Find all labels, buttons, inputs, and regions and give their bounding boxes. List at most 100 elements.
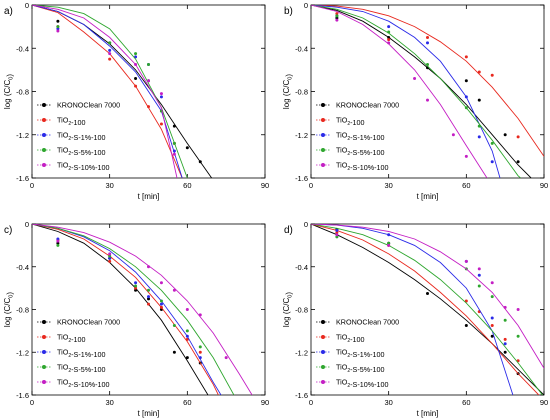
data-point-tio2-s-10-100	[147, 265, 150, 269]
data-point-tio2-s-10-100	[451, 133, 455, 137]
text-span: -S-1%-100	[71, 350, 105, 359]
data-point-tio2-s-1-100	[426, 41, 429, 45]
y-tick-label: -1.2	[295, 131, 308, 140]
fit-curve-tio2-100	[311, 5, 544, 157]
y-axis-label-group: log (C/C0)	[3, 292, 14, 327]
data-point-tio2-s-10-100	[159, 281, 163, 285]
fit-curve-tio2-s-1-100	[311, 5, 501, 178]
legend-marker	[321, 103, 325, 107]
text-span: TiO	[336, 363, 348, 372]
y-tick-label: -1.2	[16, 131, 29, 140]
x-tick-label: 60	[183, 181, 191, 190]
legend-entry: KRONOClean 7000	[57, 318, 120, 327]
data-point-kronoclean-7000	[172, 350, 176, 354]
text-span: TiO	[336, 116, 348, 125]
subscript-span: 0	[287, 77, 293, 80]
data-point-tio2-100	[503, 337, 507, 341]
y-tick-label: -0.4	[295, 263, 308, 272]
data-point-tio2-s-5-100	[172, 324, 176, 328]
text-span: -100	[350, 335, 364, 344]
data-point-kronoclean-7000	[516, 160, 520, 164]
panel-label: b)	[284, 6, 293, 17]
data-point-tio2-s-1-100	[477, 135, 481, 139]
chart-panel-c: c)0-0.4-0.8-1.2-1.60 30 60 90t [min]log (C/…	[3, 220, 269, 418]
data-point-tio2-s-10-100	[335, 18, 339, 22]
data-point-tio2-100	[159, 305, 163, 309]
data-point-tio2-s-5-100	[387, 241, 391, 245]
data-point-tio2-100	[185, 337, 189, 341]
y-tick-label: 0	[25, 1, 29, 10]
data-point-tio2-s-10-100	[516, 308, 520, 311]
data-point-tio2-100	[490, 324, 494, 328]
data-point-tio2-s-5-100	[516, 334, 520, 338]
x-tick-label: 0	[309, 181, 313, 190]
data-point-tio2-s-10-100	[335, 233, 339, 237]
text-span: -100	[71, 335, 85, 344]
legend: KRONOClean 7000TiO2-100TiO2-S-1%-100TiO2…	[37, 318, 120, 389]
data-point-tio2-s-5-100	[387, 30, 391, 34]
data-point-kronoclean-7000	[147, 297, 150, 301]
y-axis-label: log (C/C0)	[282, 74, 293, 109]
subscript-span: 2	[68, 151, 71, 157]
data-point-tio2-100	[426, 35, 429, 39]
legend-entry: TiO2-100	[336, 333, 365, 344]
data-point-tio2-s-1-100	[108, 256, 112, 260]
legend-marker	[321, 133, 325, 137]
legend-entry: TiO2-S-10%-100	[336, 161, 388, 172]
panel-label: d)	[284, 225, 293, 236]
y-axis-label-group: log (C/C0)	[282, 74, 293, 109]
y-tick-label: -0.4	[16, 263, 29, 272]
fit-curve-tio2-s-1-100	[32, 5, 183, 178]
data-point-tio2-s-5-100	[426, 62, 429, 66]
data-point-tio2-100	[147, 302, 150, 306]
legend-entry: KRONOClean 7000	[57, 101, 120, 110]
text-span: KRONOClean 7000	[336, 101, 399, 110]
legend: KRONOClean 7000TiO2-100TiO2-S-1%-100TiO2…	[316, 318, 399, 389]
legend-entry: TiO2-S-5%-100	[57, 146, 105, 157]
subscript-span: 2	[347, 121, 350, 127]
data-point-kronoclean-7000	[503, 133, 507, 137]
data-point-tio2-s-5-100	[477, 124, 481, 128]
data-point-tio2-s-1-100	[477, 273, 481, 277]
data-point-kronoclean-7000	[134, 288, 138, 292]
subscript-span: 2	[347, 383, 350, 389]
subscript-span: 2	[347, 151, 350, 157]
y-axis-label: log (C/C0)	[3, 74, 14, 109]
legend-marker	[321, 163, 325, 167]
data-point-tio2-s-5-100	[172, 141, 176, 145]
legend-marker	[42, 148, 46, 152]
data-point-kronoclean-7000	[490, 334, 494, 338]
text-span: -S-5%-100	[350, 148, 384, 157]
x-tick-label: 60	[462, 398, 470, 407]
text-span: KRONOClean 7000	[57, 318, 120, 327]
subscript-span: 2	[68, 121, 71, 127]
y-tick-label: -1.6	[295, 391, 308, 400]
fit-curve-tio2-s-10-100	[311, 5, 488, 178]
y-axis-label: log (C/C0)	[3, 292, 14, 327]
data-point-kronoclean-7000	[134, 77, 138, 81]
legend-entry: TiO2-S-1%-100	[336, 348, 384, 359]
fit-curve-tio2-s-5-100	[311, 224, 543, 395]
data-point-tio2-s-1-100	[159, 95, 163, 99]
y-tick-label: -0.8	[295, 88, 308, 97]
subscript-span: 2	[68, 136, 71, 142]
data-point-tio2-s-1-100	[490, 316, 494, 320]
subscript-span: 2	[68, 338, 71, 344]
x-tick-label: 60	[462, 181, 470, 190]
data-point-tio2-s-10-100	[185, 308, 189, 311]
data-point-tio2-s-10-100	[198, 313, 202, 317]
data-point-kronoclean-7000	[56, 241, 60, 245]
text-span: -S-5%-100	[71, 148, 105, 157]
data-point-tio2-100	[108, 57, 112, 61]
legend-marker	[321, 380, 325, 384]
x-tick-label: 0	[309, 398, 313, 407]
data-point-tio2-s-10-100	[426, 98, 429, 102]
data-point-kronoclean-7000	[172, 124, 176, 128]
legend-entry: TiO2-S-10%-100	[57, 378, 109, 389]
legend-entry: TiO2-S-1%-100	[57, 131, 105, 142]
text-span: log (C/	[3, 85, 12, 109]
data-point-kronoclean-7000	[503, 350, 507, 354]
data-point-tio2-100	[134, 286, 138, 290]
data-point-tio2-s-1-100	[387, 233, 391, 237]
